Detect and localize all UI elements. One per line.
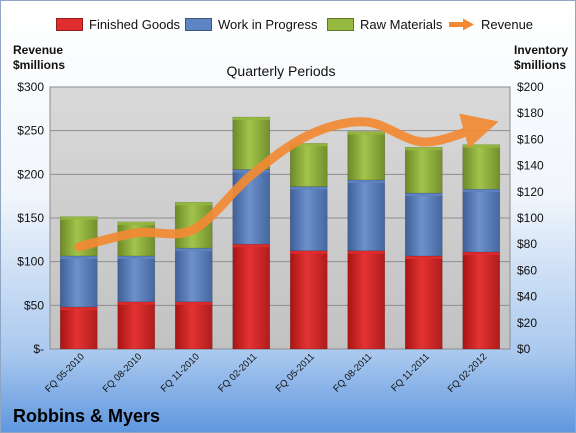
bar-work-in-progress	[347, 179, 386, 252]
bar-finished-goods	[347, 250, 386, 350]
bar-raw-materials-cap	[405, 147, 443, 151]
right-tick-label: $80	[517, 237, 537, 251]
bar-raw-materials-cap	[290, 143, 328, 147]
right-tick-label: $200	[517, 80, 544, 94]
left-tick-label: $-	[33, 342, 44, 356]
bar-finished-goods-cap	[117, 301, 155, 305]
x-tick-label: FQ 02-2011	[216, 351, 259, 394]
bars	[59, 116, 501, 350]
right-tick-label: $160	[517, 132, 544, 146]
bar-work-in-progress-cap	[405, 193, 443, 197]
legend-revenue: Revenue	[448, 15, 533, 33]
x-tick-label: FQ 05-2011	[274, 351, 317, 394]
revenue-line	[74, 113, 499, 252]
bar-raw-materials	[404, 146, 443, 194]
left-tick-label: $300	[17, 80, 44, 94]
legend-label-raw-materials: Raw Materials	[360, 16, 443, 32]
bar-finished-goods-cap	[462, 252, 500, 256]
right-tick-label: $20	[517, 316, 537, 330]
legend-label-finished-goods: Finished Goods	[89, 16, 181, 32]
bar-finished-goods-cap	[290, 250, 328, 254]
bar-work-in-progress-cap	[462, 189, 500, 193]
right-axis-title: Inventory $millions	[514, 43, 569, 72]
legend-arrow-icon	[449, 18, 474, 30]
legend-swatch-finished-goods	[56, 17, 83, 31]
bar-work-in-progress	[404, 192, 443, 257]
bar-raw-materials	[289, 143, 328, 187]
bar-raw-materials-cap	[175, 202, 213, 206]
bar-finished-goods	[174, 301, 213, 350]
company-name: Robbins & Myers	[13, 406, 161, 426]
bar-work-in-progress	[289, 186, 328, 252]
bar-raw-materials-cap	[60, 216, 98, 220]
x-tick-label: FQ 05-2010	[43, 351, 87, 395]
bar-finished-goods-cap	[60, 307, 98, 311]
bar-work-in-progress-cap	[175, 248, 213, 252]
right-tick-label: $0	[517, 342, 531, 356]
x-tick-label: FQ 11-2010	[159, 351, 202, 394]
bar-raw-materials-cap	[347, 131, 385, 135]
x-tick-label: FQ 02-2012	[446, 351, 490, 395]
bar-finished-goods	[404, 255, 443, 350]
bar-raw-materials-cap	[232, 117, 270, 121]
x-axis-ticks: FQ 05-2010 FQ 08-2010 FQ 11-2010 FQ 02-2011…	[43, 351, 489, 395]
right-tick-label: $120	[517, 185, 544, 199]
bar-finished-goods	[462, 251, 501, 350]
chart-subtitle: Quarterly Periods	[226, 63, 336, 79]
right-tick-label: $140	[517, 159, 544, 173]
bar-raw-materials-cap	[462, 144, 500, 148]
right-axis-ticks: $0 $20 $40 $60 $80 $100 $120 $140 $160 $180 $200	[517, 80, 544, 356]
bar-finished-goods-cap	[405, 255, 443, 259]
revenue-line-path	[74, 113, 499, 252]
bar-work-in-progress	[117, 255, 156, 303]
legend-swatch-work-in-progress	[185, 17, 212, 31]
bar-finished-goods-cap	[347, 250, 385, 254]
bar-raw-materials	[347, 131, 386, 181]
x-tick-label: FQ 08-2011	[331, 351, 374, 394]
bar-finished-goods	[289, 250, 328, 350]
x-tick-label: FQ 11-2011	[389, 351, 432, 394]
bar-work-in-progress-cap	[290, 186, 328, 190]
bar-work-in-progress	[59, 255, 98, 308]
legend-label-work-in-progress: Work in Progress	[218, 16, 318, 32]
bar-finished-goods	[59, 306, 98, 350]
bar-work-in-progress-cap	[347, 180, 385, 184]
right-tick-label: $40	[517, 290, 537, 304]
bar-raw-materials	[462, 144, 501, 190]
bar-work-in-progress	[174, 247, 213, 303]
legend-raw-materials: Raw Materials	[327, 15, 442, 33]
bar-work-in-progress-cap	[117, 255, 155, 259]
left-tick-label: $250	[17, 124, 44, 138]
x-tick-label: FQ 08-2010	[101, 351, 145, 395]
left-tick-label: $100	[17, 255, 44, 269]
left-tick-label: $50	[24, 298, 44, 312]
right-tick-label: $100	[517, 211, 544, 225]
bar-finished-goods-cap	[175, 301, 213, 305]
legend-swatch-raw-materials	[327, 17, 354, 31]
legend-label-revenue: Revenue	[481, 16, 534, 32]
left-axis-ticks: $- $50 $100 $150 $200 $250 $300	[17, 80, 44, 356]
legend-work-in-progress: Work in Progress	[185, 15, 317, 33]
bar-finished-goods	[117, 301, 156, 350]
bar-finished-goods-cap	[232, 244, 270, 248]
left-axis-title: Revenue $millions	[13, 43, 66, 72]
bar-work-in-progress-cap	[60, 255, 98, 259]
legend-finished-goods: Finished Goods	[56, 15, 180, 33]
bar-work-in-progress	[462, 188, 501, 253]
left-tick-label: $150	[17, 211, 44, 225]
right-tick-label: $60	[517, 263, 537, 277]
bar-finished-goods	[232, 243, 271, 350]
bar-raw-materials-cap	[117, 221, 155, 225]
right-tick-label: $180	[517, 106, 544, 120]
left-tick-label: $200	[17, 167, 44, 181]
